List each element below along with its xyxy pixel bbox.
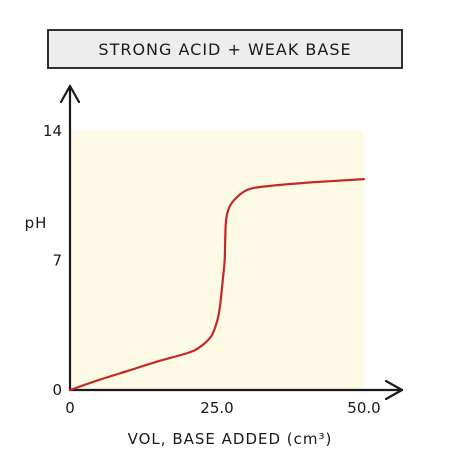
y-tick-label: 14 [43, 122, 62, 140]
y-tick-labels: 0 7 14 [43, 122, 62, 399]
plot-area-background [70, 131, 364, 390]
chart-title: STRONG ACID + WEAK BASE [98, 40, 351, 59]
x-tick-label: 50.0 [347, 399, 380, 417]
y-axis-label: pH [25, 214, 48, 232]
series-line [68, 178, 366, 392]
title-box-frame [47, 29, 403, 69]
y-tick-label: 0 [52, 381, 62, 399]
x-tick-label: 25.0 [200, 399, 233, 417]
axes [59, 84, 404, 401]
x-axis-label: VOL, BASE ADDED (cm³) [128, 430, 333, 448]
x-tick-labels: 0 25.0 50.0 [65, 399, 380, 417]
chart-title-box: STRONG ACID + WEAK BASE [47, 29, 403, 69]
y-axis-arrow [59, 84, 81, 104]
x-axis-arrow [384, 379, 404, 401]
x-tick-label: 0 [65, 399, 75, 417]
series-layer [68, 178, 366, 392]
y-tick-label: 7 [52, 252, 62, 270]
